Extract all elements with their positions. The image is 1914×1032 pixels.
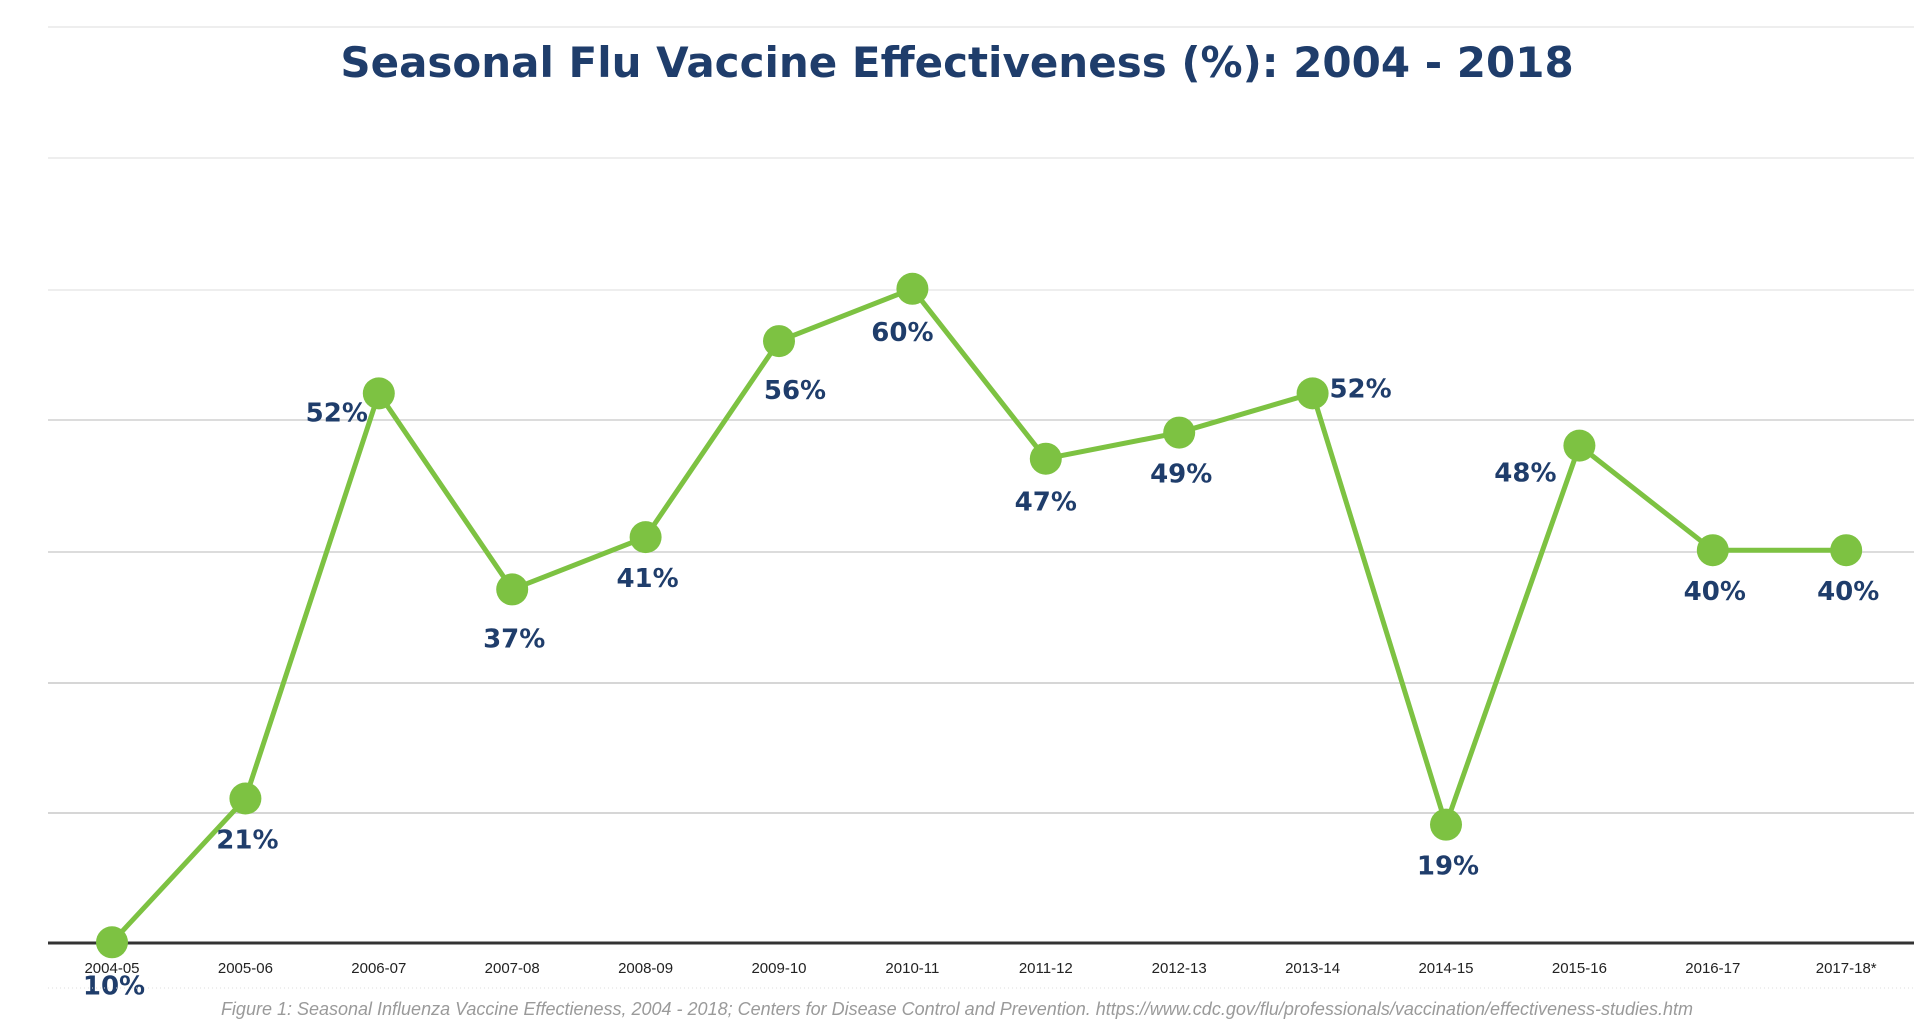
- data-point-marker: [1163, 416, 1196, 449]
- data-label: 10%: [83, 971, 145, 1001]
- x-tick-label: 2004-05: [84, 960, 139, 977]
- x-tick-label: 2011-12: [1019, 960, 1073, 977]
- data-label: 40%: [1817, 577, 1879, 607]
- data-label-group: 10% 21% 52% 37% 41% 56% 60% 47% 49% 52% 19% 48% 40% 4…: [83, 318, 1879, 1002]
- data-label: 48%: [1494, 459, 1556, 489]
- marker-group: [96, 272, 1863, 959]
- data-label: 60%: [871, 318, 933, 348]
- x-tick-label: 2010-11: [885, 960, 939, 977]
- data-point-marker: [1430, 808, 1462, 841]
- data-label: 41%: [616, 564, 678, 594]
- figure-caption: Figure 1: Seasonal Influenza Vaccine Eff…: [221, 999, 1693, 1019]
- data-point-marker: [1830, 534, 1863, 567]
- category-label-group: 2004-05 2005-06 2006-07 2007-08 2008-09 2009-…: [84, 960, 1876, 977]
- x-tick-label: 2016-17: [1685, 960, 1740, 977]
- x-tick-label: 2009-10: [751, 960, 806, 977]
- data-point-marker: [362, 377, 395, 410]
- x-tick-label: 2013-14: [1285, 960, 1340, 977]
- x-tick-label: 2017-18*: [1816, 960, 1877, 977]
- data-label: 52%: [306, 398, 368, 428]
- chart-title: Seasonal Flu Vaccine Effectiveness (%): …: [340, 38, 1573, 87]
- data-label: 49%: [1150, 460, 1212, 490]
- data-point-marker: [1296, 377, 1329, 410]
- x-tick-label: 2007-08: [485, 960, 540, 977]
- data-point-marker: [229, 782, 262, 815]
- x-tick-label: 2014-15: [1418, 960, 1473, 977]
- data-point-marker: [896, 272, 929, 305]
- data-point-marker: [1563, 429, 1596, 462]
- data-label: 19%: [1417, 852, 1479, 882]
- data-label: 47%: [1015, 488, 1077, 518]
- data-label: 56%: [764, 376, 826, 406]
- data-point-marker: [96, 926, 128, 959]
- x-tick-label: 2005-06: [218, 960, 273, 977]
- series-line-group: [110, 286, 1847, 945]
- x-tick-label: 2012-13: [1152, 960, 1207, 977]
- data-point-marker: [629, 521, 662, 554]
- x-tick-label: 2008-09: [618, 960, 673, 977]
- data-point-marker: [496, 573, 529, 606]
- x-tick-label: 2015-16: [1552, 960, 1607, 977]
- data-point-marker: [1029, 442, 1062, 475]
- gridlines: [48, 26, 1914, 814]
- series-line: [110, 286, 1847, 945]
- data-label: 52%: [1329, 374, 1391, 404]
- data-point-marker: [1696, 534, 1729, 567]
- x-tick-label: 2006-07: [351, 960, 406, 977]
- data-label: 37%: [483, 624, 545, 654]
- data-point-marker: [763, 325, 795, 358]
- data-label: 40%: [1684, 577, 1746, 607]
- data-label: 21%: [216, 826, 278, 856]
